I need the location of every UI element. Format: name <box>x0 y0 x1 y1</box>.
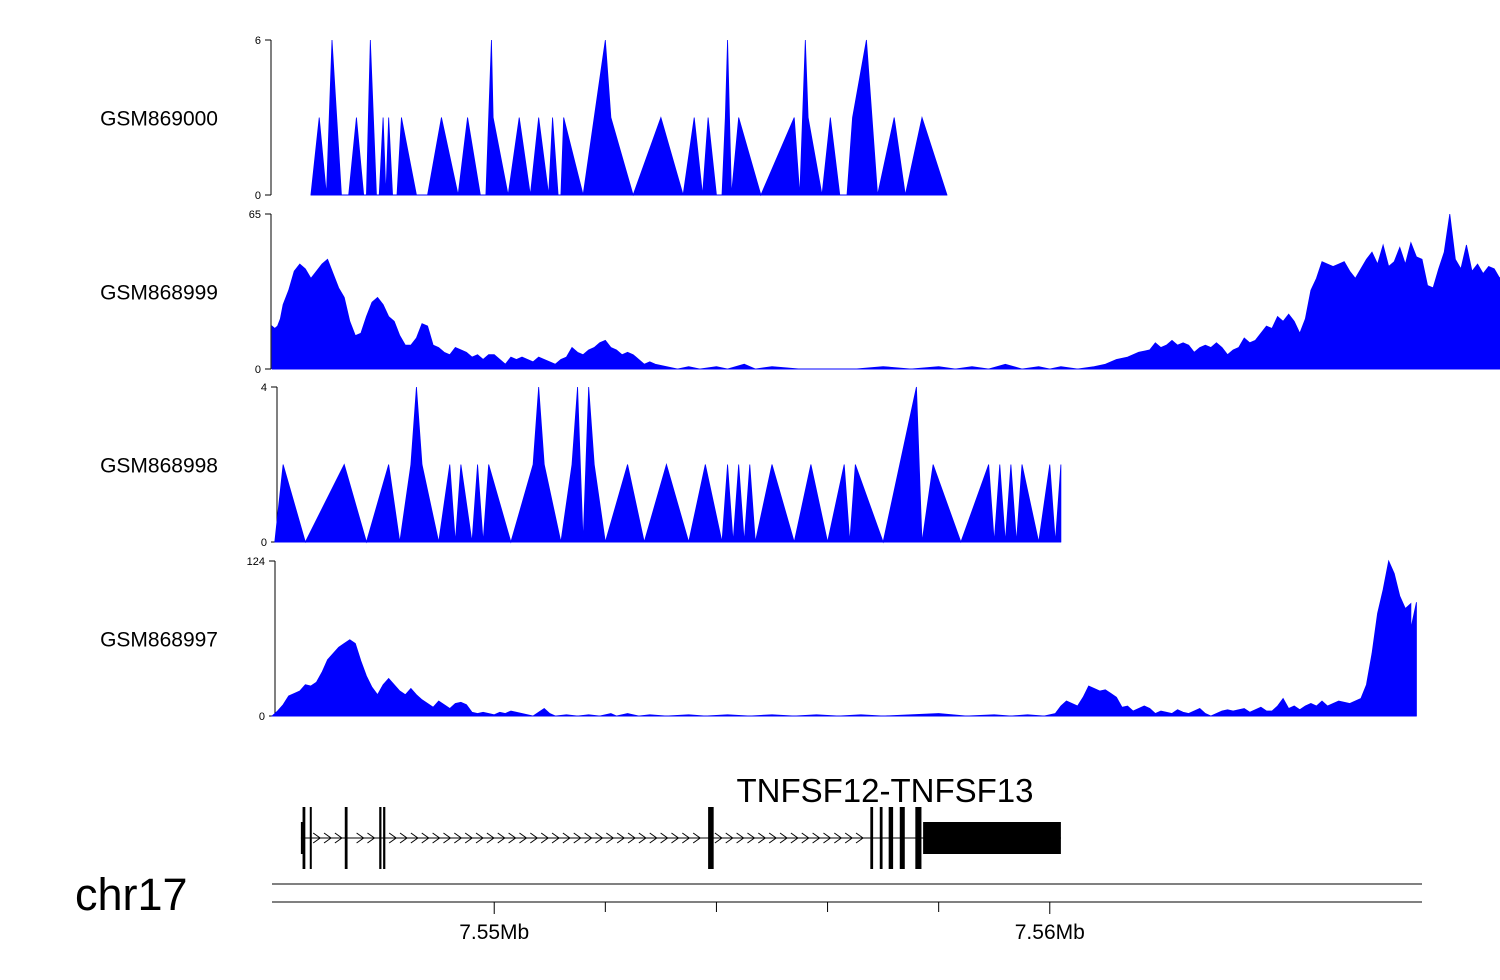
strand-arrow <box>747 832 756 844</box>
strand-arrow <box>855 832 864 844</box>
strand-arrow <box>486 832 495 844</box>
strand-arrow <box>844 832 854 844</box>
strand-arrow <box>388 832 398 844</box>
strand-arrow <box>410 832 419 844</box>
strand-arrow <box>823 832 832 844</box>
exon-4 <box>344 807 348 869</box>
exon-1 <box>300 822 303 854</box>
exon-5 <box>379 807 382 869</box>
exon-2 <box>302 807 306 869</box>
y-tick-label-max: 6 <box>255 35 261 47</box>
strand-arrow <box>334 832 343 844</box>
exon-6 <box>383 807 386 869</box>
strand-arrow <box>562 832 571 844</box>
strand-arrow <box>606 832 615 844</box>
strand-arrow <box>649 832 658 844</box>
strand-arrow <box>682 832 691 844</box>
strand-arrow <box>432 832 441 844</box>
y-tick-label-min: 0 <box>255 364 261 376</box>
track-4: GSM868997 0 124 <box>100 556 1417 723</box>
gene-name-label: TNFSF12-TNFSF13 <box>736 772 1033 809</box>
strand-arrow <box>779 832 788 844</box>
strand-arrow <box>356 832 365 844</box>
strand-arrow <box>725 832 734 844</box>
y-tick-label-min: 0 <box>255 190 261 202</box>
strand-arrow <box>758 832 767 844</box>
strand-arrow <box>660 832 669 844</box>
track-1: GSM869000 0 6 <box>100 35 948 202</box>
coverage-area-GSM868998 <box>274 386 1062 544</box>
strand-arrow <box>790 832 799 844</box>
strand-arrow <box>475 832 484 844</box>
exon-7 <box>708 807 714 869</box>
strand-arrow <box>399 832 408 844</box>
strand-arrow <box>519 832 528 844</box>
strand-arrow <box>671 832 680 844</box>
strand-arrow <box>714 832 723 844</box>
track-label: GSM869000 <box>100 108 218 131</box>
strand-arrow <box>551 832 560 844</box>
genome-axis: chr17 7.55Mb 7.56Mb <box>75 869 1422 944</box>
strand-arrow <box>312 832 322 844</box>
coverage-area-GSM868997 <box>270 559 1417 717</box>
exon-12 <box>915 807 922 869</box>
y-tick-label-max: 4 <box>261 382 267 394</box>
y-tick-label-min: 0 <box>261 537 267 549</box>
strand-arrow <box>616 832 626 844</box>
strand-arrow <box>595 832 604 844</box>
track-label: GSM868997 <box>100 629 218 652</box>
strand-arrow <box>464 832 474 844</box>
strand-arrow <box>638 832 647 844</box>
strand-arrow <box>627 832 636 844</box>
strand-arrow <box>454 832 463 844</box>
strand-arrow <box>443 832 452 844</box>
track-label: GSM868998 <box>100 455 218 478</box>
track-3: GSM868998 0 4 <box>100 382 1062 549</box>
strand-arrow <box>323 832 332 844</box>
track-label: GSM868999 <box>100 282 218 305</box>
exon-9 <box>879 807 883 869</box>
exon-13 <box>923 822 1061 854</box>
strand-arrow <box>497 832 506 844</box>
track-2: GSM868999 0 65 <box>100 209 1500 376</box>
strand-arrow <box>736 832 745 844</box>
strand-arrow <box>540 832 550 844</box>
strand-arrow <box>812 832 821 844</box>
strand-arrow <box>768 832 778 844</box>
y-tick-label-max: 124 <box>247 556 265 568</box>
exon-10 <box>888 807 894 869</box>
strand-arrow <box>530 832 539 844</box>
strand-arrow <box>573 832 582 844</box>
exon-11 <box>899 807 905 869</box>
coverage-area-GSM869000 <box>310 39 948 197</box>
strand-arrow <box>508 832 517 844</box>
strand-arrow <box>692 832 702 844</box>
x-tick-label: 7.56Mb <box>1015 921 1085 944</box>
y-tick-label-max: 65 <box>249 209 261 221</box>
strand-arrow <box>367 832 376 844</box>
exon-3 <box>309 807 312 869</box>
x-tick-label: 7.55Mb <box>459 921 529 944</box>
y-tick-label-min: 0 <box>259 711 265 723</box>
gene-model-track: TNFSF12-TNFSF13 <box>300 772 1061 869</box>
coverage-tracks: GSM86900006GSM868999065GSM86899804GSM868… <box>100 35 1500 723</box>
exon-8 <box>870 807 874 869</box>
strand-arrow <box>801 832 810 844</box>
strand-arrow <box>834 832 843 844</box>
strand-arrow <box>584 832 593 844</box>
chromosome-label: chr17 <box>75 869 188 920</box>
coverage-area-GSM868999 <box>271 213 1500 370</box>
strand-arrow <box>421 832 430 844</box>
